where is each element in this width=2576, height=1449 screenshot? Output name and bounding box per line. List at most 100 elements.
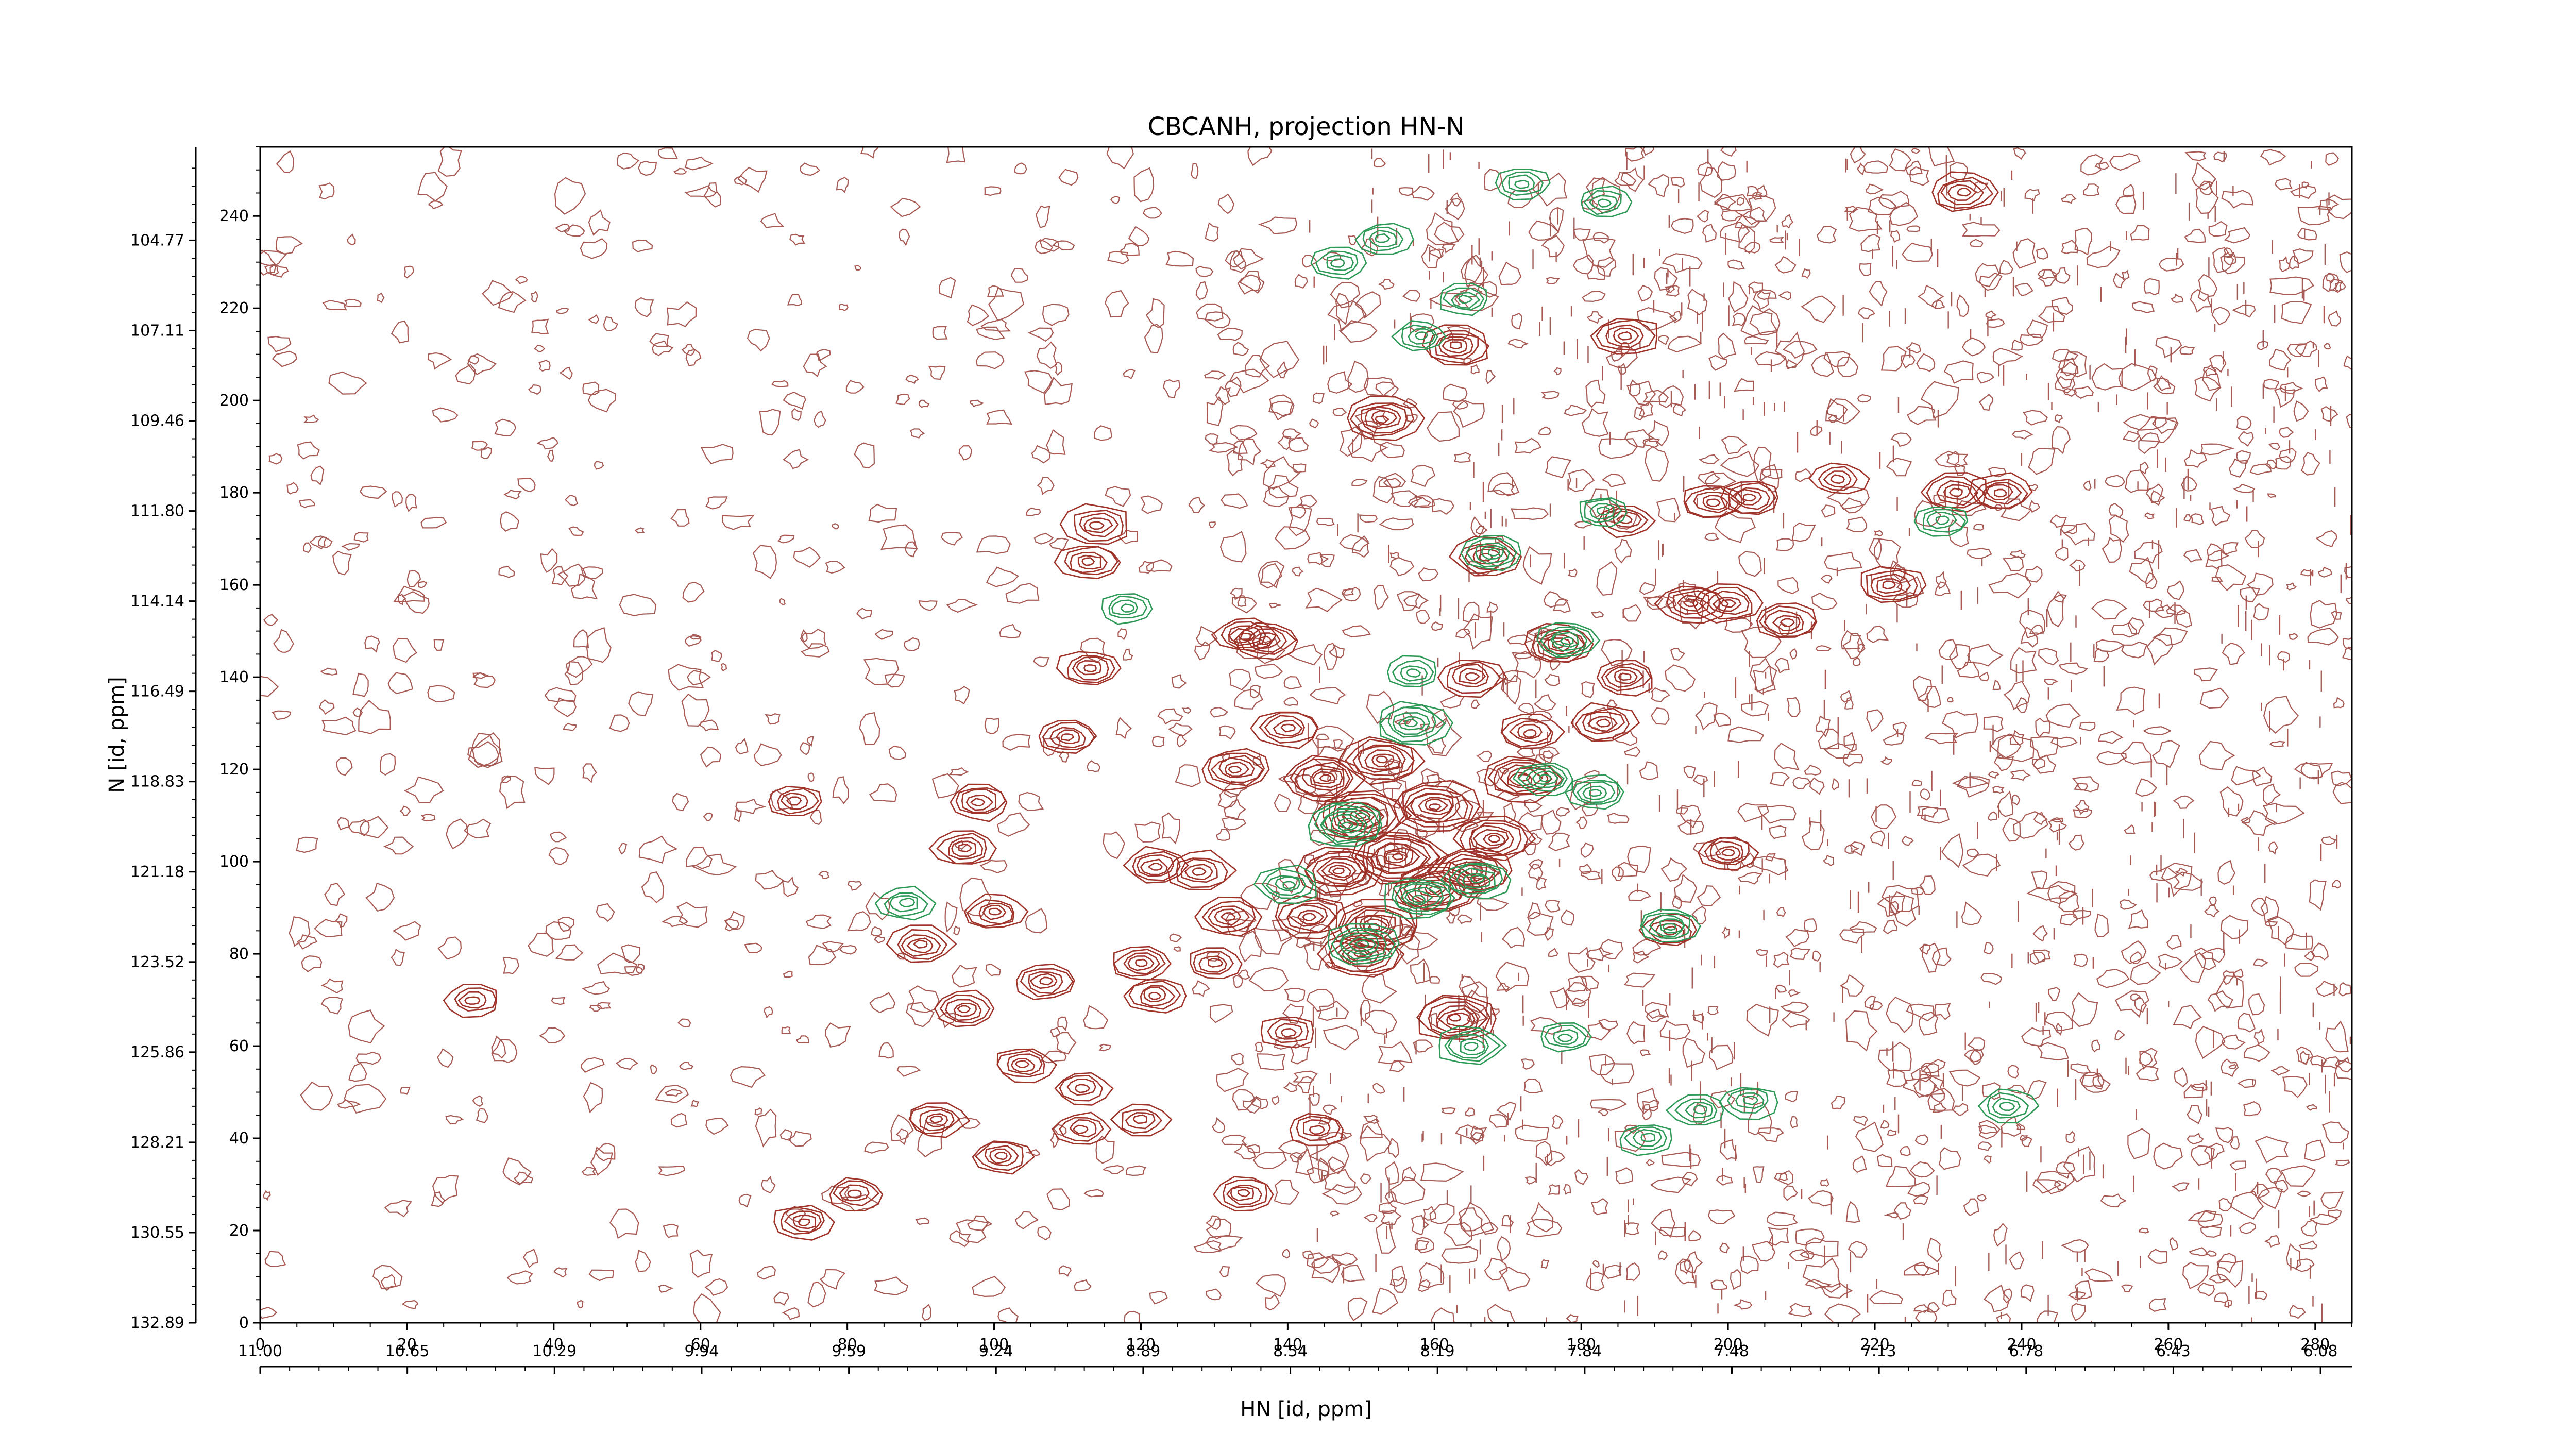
noise-contour: [2312, 942, 2329, 961]
noise-contour: [1503, 802, 1516, 823]
noise-contour: [634, 527, 645, 534]
noise-contour: [730, 1066, 766, 1088]
noise-contour: [616, 1058, 638, 1070]
noise-contour: [2194, 947, 2217, 971]
noise-contour: [1642, 438, 1660, 448]
noise-contour: [2173, 871, 2204, 891]
noise-contour: [2343, 355, 2352, 370]
noise-contour: [544, 687, 577, 702]
noise-contour: [1992, 785, 2005, 794]
noise-contour: [1860, 233, 1881, 252]
noise-contour: [1947, 697, 1954, 703]
noise-contour: [1938, 1147, 1961, 1170]
noise-contour: [2060, 240, 2078, 254]
noise-contour: [1256, 638, 1286, 664]
noise-contour: [1240, 883, 1278, 910]
noise-contour: [655, 1085, 689, 1103]
noise-contour: [583, 1082, 603, 1114]
noise-contour: [2100, 1193, 2127, 1208]
y-tick-label: 140: [219, 668, 249, 686]
noise-contour: [1272, 916, 1305, 942]
noise-contour: [1943, 360, 1974, 384]
noise-contour: [1138, 560, 1154, 574]
noise-contour: [1555, 807, 1570, 817]
noise-contour: [1697, 209, 1709, 223]
noise-contour: [1260, 459, 1276, 468]
noise-contour: [676, 902, 708, 928]
peak-negative: [1391, 320, 1447, 351]
noise-contour: [2254, 1290, 2267, 1301]
noise-contour: [738, 1193, 752, 1208]
noise-contour: [2000, 498, 2032, 521]
noise-contour: [556, 307, 569, 314]
noise-contour: [1239, 930, 1262, 963]
noise-contour: [1489, 1114, 1507, 1128]
noise-contour: [1238, 439, 1262, 466]
noise-contour: [1282, 1249, 1291, 1259]
noise-contour: [2279, 256, 2290, 273]
noise-contour: [1910, 1065, 1932, 1083]
noise-contour: [937, 1012, 957, 1029]
noise-contour: [2189, 1247, 2209, 1257]
noise-contour: [2222, 642, 2245, 665]
y-ppm-axis: 132.89130.55128.21125.86123.52121.18118.…: [130, 147, 197, 1332]
noise-contour: [1624, 1124, 1637, 1134]
noise-contour: [1191, 163, 1199, 179]
noise-contour: [1518, 703, 1535, 714]
noise-contour: [1415, 610, 1430, 624]
noise-contour: [380, 1274, 397, 1291]
noise-contour: [2267, 916, 2295, 946]
noise-contour: [347, 233, 356, 246]
noise-contour: [1288, 506, 1312, 536]
noise-contour: [1983, 716, 2004, 733]
noise-contour: [1322, 1104, 1337, 1115]
noise-contour: [467, 353, 497, 376]
noise-contour: [1778, 291, 1791, 301]
noise-contour: [464, 818, 492, 839]
noise-contour: [2287, 343, 2308, 357]
noise-contour: [2155, 336, 2182, 358]
noise-contour: [359, 485, 387, 499]
noise-contour: [2262, 783, 2281, 805]
noise-contour: [1724, 616, 1753, 633]
noise-contour: [670, 509, 690, 527]
noise-contour: [954, 686, 970, 705]
noise-contour: [597, 952, 638, 974]
noise-contour: [2060, 525, 2077, 535]
noise-contour: [1396, 591, 1420, 612]
noise-contour: [1915, 1309, 1938, 1323]
noise-contour: [2054, 414, 2063, 424]
noise-contour: [1639, 1049, 1651, 1057]
noise-contour: [1292, 463, 1307, 474]
noise-contour: [2269, 276, 2315, 295]
x-tick-label: 100: [979, 1336, 1009, 1354]
noise-contour: [2161, 863, 2193, 897]
y-ppm-tick-label: 125.86: [130, 1043, 184, 1062]
noise-contour: [2279, 381, 2303, 395]
noise-contour: [1531, 1202, 1554, 1233]
noise-contour: [1411, 1215, 1429, 1236]
noise-contour: [2342, 646, 2352, 660]
noise-contour: [1957, 776, 1990, 798]
noise-contour: [1551, 1115, 1564, 1130]
noise-contour: [2158, 257, 2184, 272]
noise-contour: [1317, 1000, 1349, 1021]
noise-contour: [1055, 1032, 1077, 1055]
noise-contour: [2285, 933, 2314, 950]
noise-contour: [672, 793, 689, 812]
noise-contour: [679, 1062, 694, 1070]
y-ppm-tick-label: 130.55: [130, 1224, 184, 1242]
y-ppm-tick-label: 104.77: [130, 231, 184, 249]
noise-contour: [1205, 1215, 1221, 1231]
x-tick-label: 40: [544, 1336, 564, 1354]
noise-contour: [1545, 456, 1572, 479]
noise-contour: [1359, 514, 1378, 523]
noise-contour: [2210, 506, 2231, 527]
noise-contour: [824, 1022, 851, 1048]
noise-contour: [2328, 310, 2342, 327]
noise-contour: [638, 160, 657, 176]
noise-contour: [2211, 307, 2230, 326]
noise-contour: [1255, 664, 1283, 679]
noise-contour: [979, 860, 1008, 873]
noise-contour: [1997, 733, 2035, 762]
